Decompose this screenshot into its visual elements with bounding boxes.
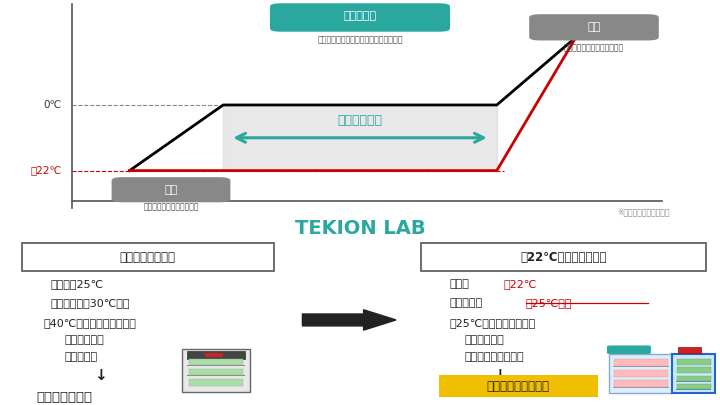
Text: －22℃「適温蓄冷材」: －22℃「適温蓄冷材」 [520,251,607,264]
Text: －22℃: －22℃ [30,166,61,176]
Text: 融点：: 融点： [450,279,470,289]
Bar [189,379,243,386]
Text: 融点：－25℃: 融点：－25℃ [50,279,104,289]
Bar [187,375,245,376]
Text: 外気温に向かって温度が上昇: 外気温に向かって温度が上昇 [564,44,624,53]
Text: －25℃以下: －25℃以下 [526,298,572,308]
Bar [677,367,711,373]
FancyBboxPatch shape [439,375,598,397]
Text: 液体: 液体 [588,22,600,32]
FancyBboxPatch shape [609,354,673,393]
Text: 0℃: 0℃ [43,100,61,110]
FancyBboxPatch shape [182,349,250,392]
Bar [677,384,711,389]
FancyBboxPatch shape [672,354,715,393]
Text: TEKION LAB: TEKION LAB [294,220,426,238]
Bar [676,364,711,365]
Bar [676,389,711,390]
FancyBboxPatch shape [112,177,230,202]
Text: 凍結温度：: 凍結温度： [450,298,483,308]
Text: これまでの蓄冷材: これまでの蓄冷材 [120,251,176,264]
Text: 固体＋液体: 固体＋液体 [343,11,377,21]
Bar [614,370,668,377]
Text: 凍結温度：－30℃以下: 凍結温度：－30℃以下 [50,298,130,308]
Bar [189,369,243,375]
Bar [677,359,711,364]
Bar [189,359,243,365]
Text: －22℃: －22℃ [504,279,537,289]
Text: ↓: ↓ [94,368,107,383]
Text: 過剰に冷却: 過剰に冷却 [65,352,98,362]
Text: 融点に向かって温度が上昇: 融点に向かって温度が上昇 [143,202,199,211]
Text: 省エネが期待できる: 省エネが期待できる [487,380,550,393]
FancyBboxPatch shape [270,3,450,32]
FancyBboxPatch shape [529,14,659,40]
Polygon shape [223,105,497,171]
Text: 冷凍倉庫内の: 冷凍倉庫内の [464,335,504,345]
Text: 氷と水が同時に存在する間、温度が一定: 氷と水が同時に存在する間、温度が一定 [318,35,402,44]
Text: 固体: 固体 [164,185,178,195]
Bar [205,353,223,357]
Bar [614,359,668,367]
Text: ↓: ↓ [493,368,506,383]
Text: －40℃の専用凍結庫が必要: －40℃の専用凍結庫が必要 [43,318,136,328]
FancyArrow shape [302,310,396,330]
Text: 適温をキープ: 適温をキープ [338,114,382,127]
Bar [678,347,701,353]
Bar [187,365,245,366]
FancyBboxPatch shape [607,345,651,354]
Bar [187,351,245,359]
Text: －25℃の冷凍倉庫で凍結: －25℃の冷凍倉庫で凍結 [450,318,536,328]
Text: エネルギーロス: エネルギーロス [36,391,92,404]
Text: ※グラフはイメージです: ※グラフはイメージです [617,207,670,217]
FancyBboxPatch shape [421,243,706,271]
Bar [614,380,668,388]
FancyBboxPatch shape [22,243,274,271]
Text: 未利用の冷熱を活用: 未利用の冷熱を活用 [464,352,524,362]
Bar [677,375,711,381]
Text: 融点に対して: 融点に対して [65,335,104,345]
Bar [676,381,711,382]
